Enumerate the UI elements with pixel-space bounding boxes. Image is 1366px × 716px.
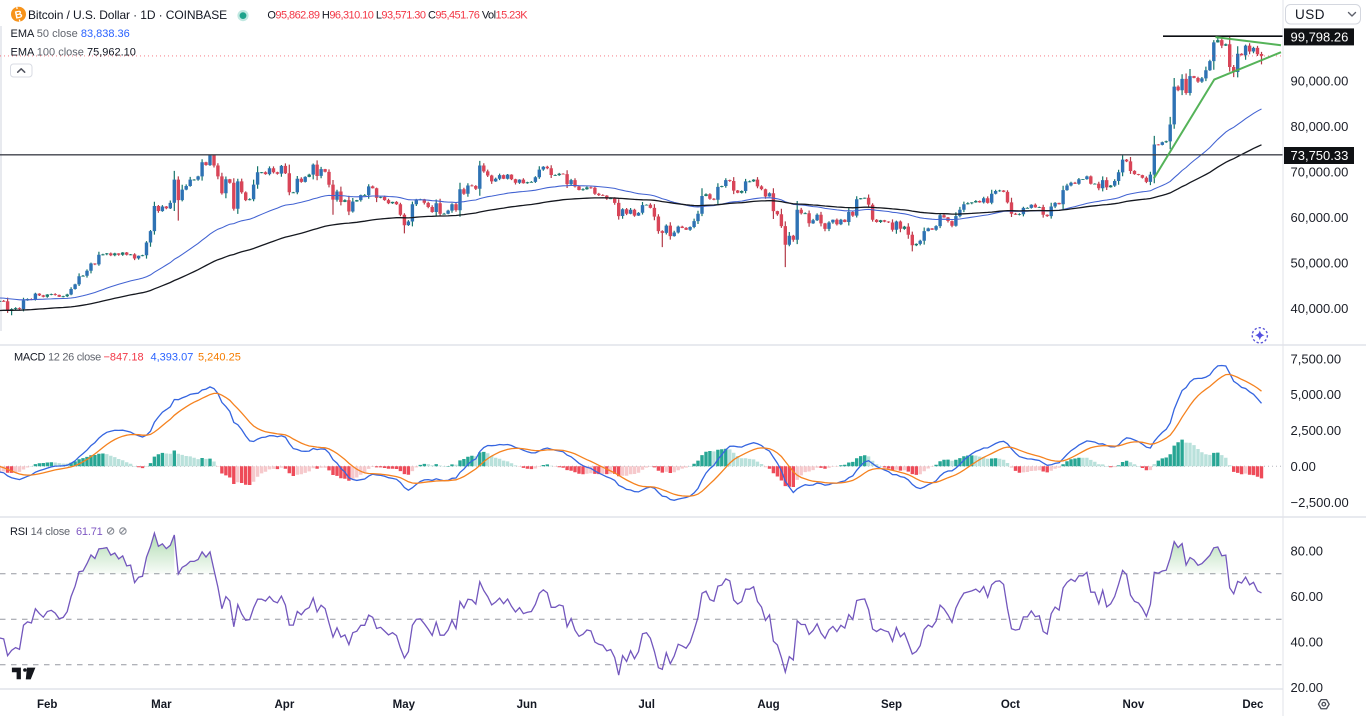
svg-text:73,750.33: 73,750.33 (1291, 148, 1349, 163)
svg-text:−2,500.00: −2,500.00 (1291, 495, 1349, 510)
svg-text:40.00: 40.00 (1291, 635, 1324, 650)
svg-text:40,000.00: 40,000.00 (1291, 301, 1349, 316)
svg-text:Jul: Jul (638, 699, 655, 711)
svg-text:Aug: Aug (757, 699, 779, 711)
svg-text:EMA 100 close 75,962.10: EMA 100 close 75,962.10 (11, 47, 136, 59)
svg-text:Sep: Sep (881, 699, 902, 711)
svg-text:90,000.00: 90,000.00 (1291, 73, 1349, 88)
svg-text:5,000.00: 5,000.00 (1291, 387, 1342, 402)
svg-text:Feb: Feb (37, 699, 57, 711)
svg-text:USD: USD (1295, 7, 1325, 22)
svg-text:80.00: 80.00 (1291, 544, 1324, 559)
svg-text:99,798.26: 99,798.26 (1291, 30, 1349, 45)
svg-text:Mar: Mar (151, 699, 172, 711)
svg-text:Bitcoin / U.S. Dollar · 1D · C: Bitcoin / U.S. Dollar · 1D · COINBASE (28, 8, 227, 22)
svg-text:70,000.00: 70,000.00 (1291, 165, 1349, 180)
svg-text:B: B (14, 8, 24, 21)
svg-text:2,500.00: 2,500.00 (1291, 423, 1342, 438)
svg-text:Oct: Oct (1001, 699, 1020, 711)
svg-text:Apr: Apr (274, 699, 294, 711)
svg-text:Jun: Jun (517, 699, 537, 711)
svg-text:60.00: 60.00 (1291, 589, 1324, 604)
svg-text:May: May (393, 699, 416, 711)
svg-text:EMA 50 close 83,838.36: EMA 50 close 83,838.36 (11, 28, 130, 40)
svg-text:50,000.00: 50,000.00 (1291, 256, 1349, 271)
svg-text:Nov: Nov (1123, 699, 1145, 711)
svg-text:O95,862.89 H96,310.10 L93,571.: O95,862.89 H96,310.10 L93,571.30 C95,451… (267, 10, 528, 22)
svg-text:Dec: Dec (1242, 699, 1264, 711)
svg-text:MACD 12 26 close: MACD 12 26 close (14, 351, 101, 363)
svg-text:80,000.00: 80,000.00 (1291, 119, 1349, 134)
svg-text:−847.184,393.075,240.25: −847.18 4,393.07 5,240.25 (104, 351, 241, 363)
svg-text:0.00: 0.00 (1291, 459, 1316, 474)
svg-text:7,500.00: 7,500.00 (1291, 351, 1342, 366)
svg-text:20.00: 20.00 (1291, 680, 1324, 695)
svg-text:60,000.00: 60,000.00 (1291, 210, 1349, 225)
